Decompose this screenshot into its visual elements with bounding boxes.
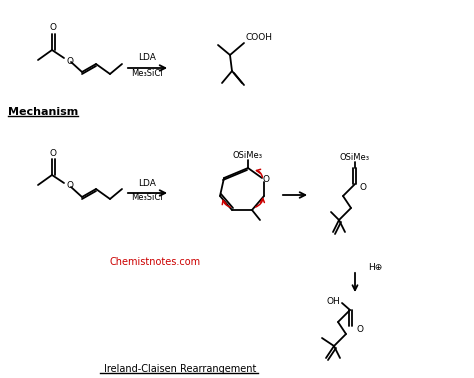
Text: H⊕: H⊕ [368, 262, 382, 271]
Text: OSiMe₃: OSiMe₃ [340, 153, 370, 163]
Text: OH: OH [326, 297, 340, 307]
Text: O: O [67, 56, 74, 65]
Text: Chemistnotes.com: Chemistnotes.com [109, 257, 201, 267]
Text: OSiMe₃: OSiMe₃ [233, 150, 263, 160]
Text: O: O [359, 183, 366, 192]
Text: Me₃SiCl: Me₃SiCl [131, 68, 163, 77]
Text: O: O [263, 175, 270, 184]
Text: Ireland-Claisen Rearrangement: Ireland-Claisen Rearrangement [104, 364, 256, 374]
Text: O: O [49, 149, 56, 158]
Text: O: O [67, 181, 74, 191]
Text: Me₃SiCl: Me₃SiCl [131, 194, 163, 203]
Text: LDA: LDA [138, 54, 156, 62]
Text: COOH: COOH [246, 33, 273, 42]
Text: O: O [49, 23, 56, 33]
Text: LDA: LDA [138, 178, 156, 187]
Text: Mechanism: Mechanism [8, 107, 78, 117]
Text: O: O [356, 325, 364, 335]
